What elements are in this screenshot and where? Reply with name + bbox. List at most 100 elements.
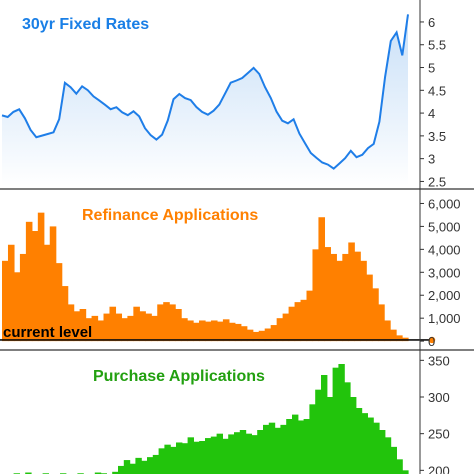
refi-tick-label: 4,000 [428, 242, 461, 257]
purchase-bar [112, 471, 119, 474]
refi-bar [85, 318, 93, 342]
purchase-bar [147, 457, 154, 474]
purchase-bar [94, 472, 102, 474]
purchase-bar [210, 436, 218, 474]
purchase-bar [216, 433, 223, 474]
rates-panel: 30yr Fixed Rates 6 5.5 5 4.5 4 3.5 3 2.5 [1, 14, 446, 189]
purchase-bar [141, 460, 148, 474]
refi-bar [193, 322, 200, 342]
current-level-label: current level [3, 324, 92, 341]
purchase-bar [251, 435, 258, 474]
refi-bar [181, 318, 188, 342]
refi-bar [348, 242, 355, 342]
rates-tick-label: 5 [428, 61, 435, 76]
rates-tick-label: 3.5 [428, 129, 446, 144]
purchase-bar [152, 454, 160, 474]
purchase-bar [280, 424, 287, 474]
refi-bar [133, 306, 140, 342]
purchase-bar [326, 397, 334, 474]
rates-tick-label: 3 [428, 152, 435, 167]
purchase-bar [292, 414, 299, 474]
purchase-bar [164, 444, 171, 474]
current-level-marker [428, 336, 436, 344]
refi-bar [264, 328, 272, 342]
purchase-bar [205, 438, 212, 474]
rates-tick-label: 4 [428, 106, 435, 121]
purchase-bars [13, 364, 409, 474]
refi-bar [246, 329, 254, 342]
refi-bar [157, 304, 164, 342]
rates-line [1, 14, 409, 170]
rates-area-fill [2, 14, 408, 187]
refi-bar [115, 313, 123, 342]
purchase-panel: Purchase Applications 350 300 250 200 [13, 353, 450, 474]
refi-bar [109, 306, 117, 342]
refi-bar [306, 290, 314, 342]
purchase-bar [396, 459, 403, 474]
purchase-bar [321, 375, 328, 474]
refi-bar [312, 249, 320, 342]
purchase-bar [199, 441, 206, 474]
purchase-bar [135, 457, 142, 474]
purchase-bar [286, 419, 293, 474]
refi-bar [282, 313, 290, 342]
refi-bar [300, 299, 308, 342]
purchase-bar [268, 422, 276, 474]
refi-title: Refinance Applications [82, 207, 258, 224]
purchase-bar [118, 465, 125, 474]
refi-tick-label: 3,000 [428, 265, 461, 280]
refi-bar [37, 212, 45, 342]
purchase-bar [361, 413, 368, 474]
purchase-bar [402, 470, 409, 474]
refi-tick-label: 6,000 [428, 196, 461, 211]
refi-bar [205, 321, 212, 342]
refi-bar [336, 260, 343, 342]
purchase-bar [384, 437, 392, 474]
refi-bar [25, 221, 33, 342]
purchase-bar [373, 422, 380, 474]
purchase-bar [332, 367, 339, 474]
refi-bar [43, 244, 51, 342]
purchase-bar [181, 443, 189, 474]
refi-bar [31, 231, 39, 342]
refi-bar [258, 330, 266, 342]
refi-bar [294, 302, 302, 342]
refi-bar [49, 226, 57, 342]
purchase-tick-label: 200 [428, 463, 450, 474]
purchase-bar [355, 408, 363, 474]
purchase-bar [309, 404, 316, 474]
refi-bar [187, 320, 194, 342]
refi-bar [7, 244, 15, 342]
refi-bars [2, 212, 409, 342]
refi-bar [151, 315, 158, 342]
refi-bar [270, 325, 278, 342]
purchase-bar [367, 417, 374, 474]
rates-tick-label: 6 [428, 15, 435, 30]
refi-bar [252, 331, 260, 342]
purchase-bar [123, 460, 131, 474]
refi-bar [366, 274, 373, 342]
purchase-bar [176, 442, 183, 474]
refi-bar [390, 329, 397, 342]
refi-bar [121, 318, 128, 342]
refi-bar [378, 304, 385, 342]
refi-bar [13, 272, 21, 342]
refi-bar [240, 326, 248, 342]
refi-bar [97, 320, 105, 342]
purchase-bar [193, 441, 200, 474]
refi-bar [127, 315, 134, 342]
refi-bar [330, 253, 337, 342]
refi-bar [19, 253, 27, 342]
refi-bar [210, 320, 218, 342]
rates-tick-label: 2.5 [428, 174, 446, 189]
purchase-bar [239, 430, 247, 474]
refi-tick-label: 2,000 [428, 288, 461, 303]
refi-bar [360, 260, 367, 342]
refi-bar [145, 313, 152, 342]
refi-bar [342, 253, 349, 342]
refi-bar [163, 302, 170, 342]
rates-tick-label: 4.5 [428, 83, 446, 98]
refi-bar [324, 247, 331, 342]
refi-panel: Refinance Applications current level 6,0… [0, 196, 461, 349]
purchase-bar [257, 430, 264, 474]
